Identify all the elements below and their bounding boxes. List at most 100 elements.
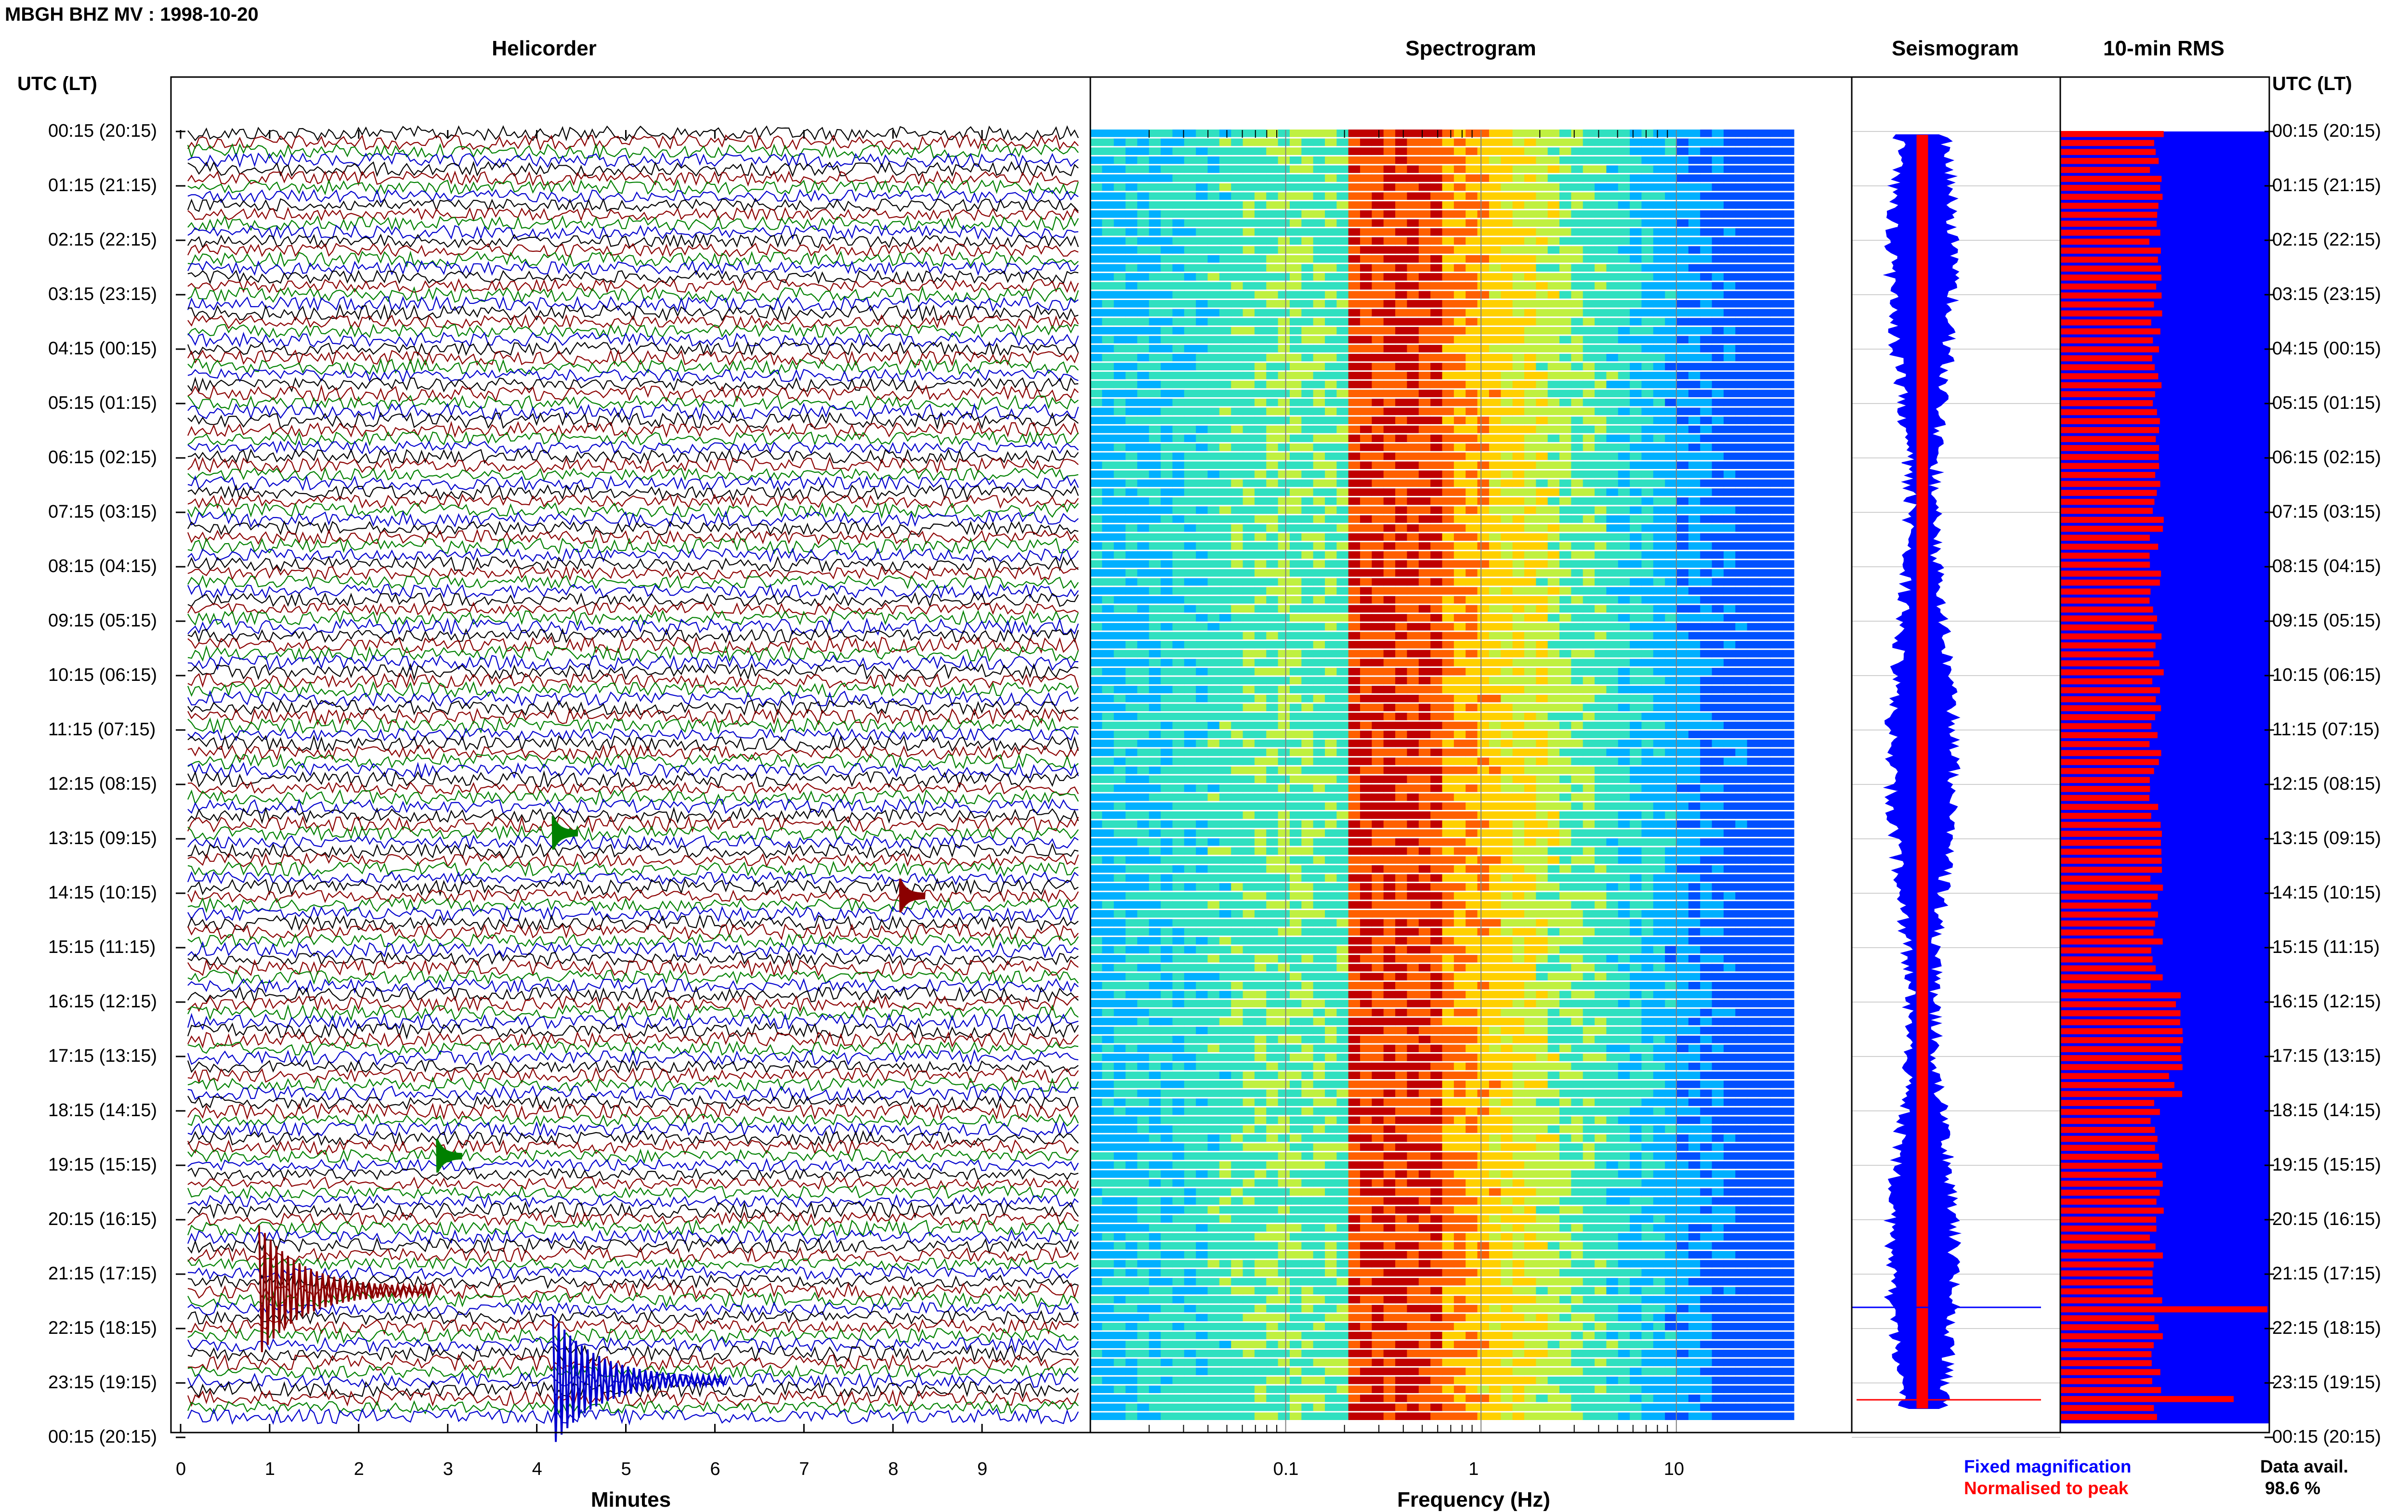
spectrogram-cell: [1208, 372, 1220, 379]
spectrogram-cell: [1336, 192, 1348, 200]
spectrogram-cell: [1301, 596, 1313, 604]
spectrogram-cell: [1724, 578, 1736, 586]
spectrogram-cell: [1161, 776, 1173, 783]
spectrogram-cell: [1348, 488, 1361, 496]
spectrogram-cell: [1243, 507, 1255, 514]
spectrogram-cell: [1677, 282, 1689, 290]
spectrogram-cell: [1090, 399, 1102, 406]
spectrogram-cell: [1548, 461, 1560, 469]
spectrogram-cell: [1395, 551, 1407, 559]
spectrogram-cell: [1243, 327, 1255, 335]
spectrogram-cell: [1325, 713, 1337, 720]
spectrogram-cell: [1641, 372, 1653, 379]
spectrogram-cell: [1536, 228, 1548, 236]
spectrogram-cell: [1724, 282, 1736, 290]
spectrogram-cell: [1149, 237, 1161, 245]
spectrogram-cell: [1688, 183, 1701, 191]
spectrogram-cell: [1524, 201, 1536, 209]
spectrogram-cell: [1630, 560, 1642, 568]
spectrogram-cell: [1184, 776, 1196, 783]
spectrogram-cell: [1442, 757, 1454, 765]
spectrogram-cell: [1583, 632, 1595, 639]
spectrogram-cell: [1536, 183, 1548, 191]
spectrogram-cell: [1196, 237, 1208, 245]
spectrogram-cell: [1548, 749, 1560, 756]
spectrogram-cell: [1125, 183, 1138, 191]
spectrogram-cell: [1524, 300, 1536, 308]
spectrogram-cell: [1125, 139, 1138, 146]
spectrogram-cell: [1665, 767, 1677, 774]
spectrogram-cell: [1137, 614, 1149, 622]
spectrogram-cell: [1478, 183, 1490, 191]
spectrogram-cell: [1677, 399, 1689, 406]
spectrogram-cell: [1501, 130, 1513, 137]
spectrogram-cell: [1395, 309, 1407, 317]
spectrogram-cell: [1137, 461, 1149, 469]
spectrogram-cell: [1618, 461, 1630, 469]
spectrogram-cell: [1665, 345, 1677, 352]
spectrogram-cell: [1184, 632, 1196, 639]
spectrogram-cell: [1489, 695, 1501, 703]
spectrogram-cell: [1466, 560, 1478, 568]
spectrogram-cell: [1489, 811, 1501, 819]
spectrogram-cell: [1301, 794, 1313, 801]
spectrogram-cell: [1688, 560, 1701, 568]
spectrogram-cell: [1641, 838, 1653, 846]
spectrogram-cell: [1770, 399, 1782, 406]
spectrogram-cell: [1583, 623, 1595, 631]
spectrogram-cell: [1219, 596, 1231, 604]
spectrogram-cell: [1454, 426, 1466, 433]
spectrogram-cell: [1759, 686, 1771, 693]
spectrogram-cell: [1407, 318, 1419, 326]
spectrogram-cell: [1700, 596, 1712, 604]
spectrogram-cell: [1677, 443, 1689, 451]
spectrogram-cell: [1172, 623, 1184, 631]
spectrogram-cell: [1430, 695, 1442, 703]
spectrogram-cell: [1149, 264, 1161, 272]
spectrogram-cell: [1559, 802, 1571, 810]
spectrogram-cell: [1313, 372, 1325, 379]
spectrogram-cell: [1501, 246, 1513, 254]
spectrogram-cell: [1454, 524, 1466, 532]
spectrogram-cell: [1219, 497, 1231, 505]
spectrogram-cell: [1606, 174, 1618, 182]
spectrogram-cell: [1384, 408, 1396, 416]
spectrogram-cell: [1255, 829, 1267, 837]
spectrogram-cell: [1384, 686, 1396, 693]
spectrogram-cell: [1501, 139, 1513, 146]
spectrogram-cell: [1700, 282, 1712, 290]
spectrogram-cell: [1653, 390, 1665, 397]
helicorder-trace: [188, 171, 1078, 185]
spectrogram-cell: [1466, 542, 1478, 550]
spectrogram-cell: [1125, 354, 1138, 362]
spectrogram-cell: [1243, 749, 1255, 756]
spectrogram-cell: [1700, 470, 1712, 478]
spectrogram-cell: [1595, 794, 1607, 801]
spectrogram-cell: [1536, 784, 1548, 792]
spectrogram-cell: [1219, 219, 1231, 227]
spectrogram-cell: [1595, 345, 1607, 352]
spectrogram-cell: [1466, 784, 1478, 792]
spectrogram-cell: [1243, 821, 1255, 828]
spectrogram-cell: [1102, 192, 1114, 200]
spectrogram-cell: [1208, 139, 1220, 146]
spectrogram-cell: [1243, 811, 1255, 819]
spectrogram-cell: [1149, 641, 1161, 649]
spectrogram-cell: [1149, 623, 1161, 631]
spectrogram-cell: [1172, 533, 1184, 541]
spectrogram-cell: [1114, 417, 1126, 424]
spectrogram-cell: [1278, 802, 1290, 810]
spectrogram-cell: [1255, 174, 1267, 182]
spectrogram-cell: [1090, 147, 1102, 155]
spectrogram-cell: [1231, 757, 1243, 765]
spectrogram-cell: [1595, 210, 1607, 218]
spectrogram-cell: [1770, 515, 1782, 523]
spectrogram-cell: [1454, 686, 1466, 693]
spectrogram-cell: [1618, 210, 1630, 218]
spectrogram-cell: [1688, 192, 1701, 200]
spectrogram-cell: [1137, 740, 1149, 747]
spectrogram-cell: [1677, 704, 1689, 711]
helicorder-trace: [188, 154, 1078, 168]
spectrogram-cell: [1606, 515, 1618, 523]
spectrogram-cell: [1524, 461, 1536, 469]
